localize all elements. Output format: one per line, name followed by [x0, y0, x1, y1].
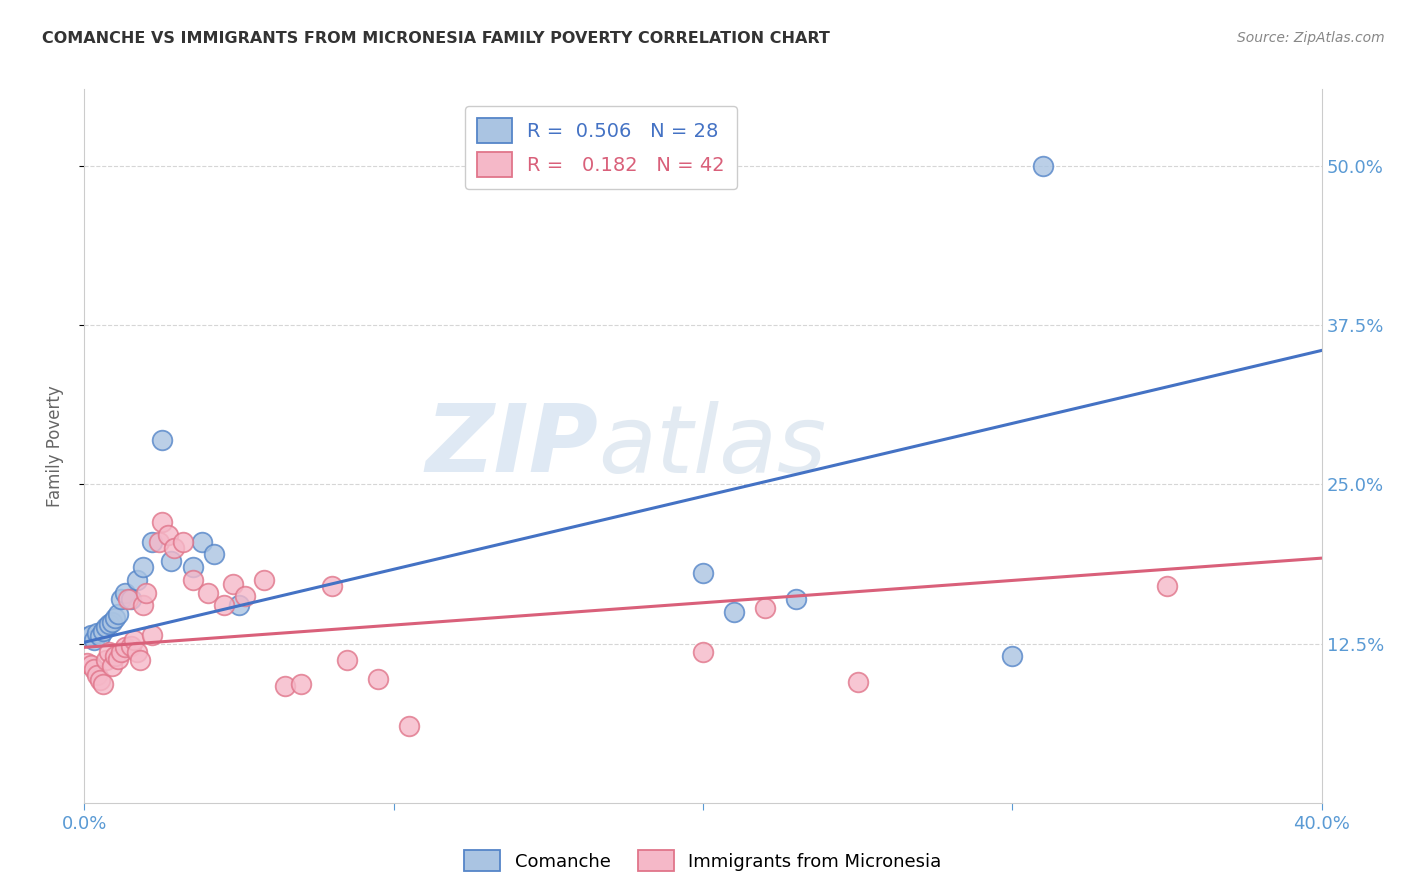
- Point: [141, 627, 163, 641]
- Point: [79, 627, 101, 641]
- Point: [156, 528, 179, 542]
- Point: [135, 585, 157, 599]
- Point: [212, 599, 235, 613]
- Point: [148, 534, 170, 549]
- Point: [228, 599, 250, 613]
- Point: [76, 656, 98, 670]
- Point: [692, 645, 714, 659]
- Point: [253, 573, 276, 587]
- Point: [114, 585, 136, 599]
- Point: [172, 534, 194, 549]
- Point: [160, 554, 183, 568]
- Point: [110, 591, 132, 606]
- Point: [129, 653, 152, 667]
- Point: [101, 659, 124, 673]
- Point: [1032, 159, 1054, 173]
- Text: Source: ZipAtlas.com: Source: ZipAtlas.com: [1237, 31, 1385, 45]
- Point: [89, 673, 111, 688]
- Point: [163, 541, 186, 555]
- Point: [274, 679, 297, 693]
- Point: [785, 591, 807, 606]
- Legend: Comanche, Immigrants from Micronesia: Comanche, Immigrants from Micronesia: [457, 843, 949, 879]
- Text: ZIP: ZIP: [425, 400, 598, 492]
- Point: [202, 547, 225, 561]
- Point: [290, 677, 312, 691]
- Point: [86, 668, 108, 682]
- Point: [117, 591, 139, 606]
- Point: [91, 624, 114, 638]
- Point: [83, 632, 105, 647]
- Point: [132, 599, 155, 613]
- Point: [125, 573, 148, 587]
- Point: [94, 620, 117, 634]
- Point: [846, 674, 869, 689]
- Point: [94, 653, 117, 667]
- Text: atlas: atlas: [598, 401, 827, 491]
- Point: [754, 600, 776, 615]
- Point: [120, 591, 142, 606]
- Point: [104, 611, 127, 625]
- Point: [125, 645, 148, 659]
- Point: [76, 630, 98, 644]
- Point: [367, 672, 389, 686]
- Point: [89, 629, 111, 643]
- Point: [1001, 649, 1024, 664]
- Point: [723, 605, 745, 619]
- Point: [150, 433, 173, 447]
- Point: [181, 573, 204, 587]
- Y-axis label: Family Poverty: Family Poverty: [45, 385, 63, 507]
- Point: [336, 653, 359, 667]
- Point: [150, 516, 173, 530]
- Point: [222, 576, 245, 591]
- Point: [132, 560, 155, 574]
- Point: [114, 640, 136, 655]
- Point: [692, 566, 714, 581]
- Point: [107, 607, 129, 622]
- Point: [83, 662, 105, 676]
- Point: [86, 626, 108, 640]
- Point: [110, 645, 132, 659]
- Point: [91, 677, 114, 691]
- Point: [107, 652, 129, 666]
- Point: [120, 639, 142, 653]
- Point: [141, 534, 163, 549]
- Point: [233, 590, 256, 604]
- Point: [1156, 579, 1178, 593]
- Point: [122, 632, 145, 647]
- Point: [98, 617, 121, 632]
- Point: [321, 579, 343, 593]
- Point: [104, 649, 127, 664]
- Point: [398, 719, 420, 733]
- Point: [197, 585, 219, 599]
- Text: COMANCHE VS IMMIGRANTS FROM MICRONESIA FAMILY POVERTY CORRELATION CHART: COMANCHE VS IMMIGRANTS FROM MICRONESIA F…: [42, 31, 830, 46]
- Point: [101, 615, 124, 629]
- Legend: R =  0.506   N = 28, R =   0.182   N = 42: R = 0.506 N = 28, R = 0.182 N = 42: [465, 106, 737, 189]
- Point: [191, 534, 214, 549]
- Point: [79, 658, 101, 673]
- Point: [181, 560, 204, 574]
- Point: [98, 645, 121, 659]
